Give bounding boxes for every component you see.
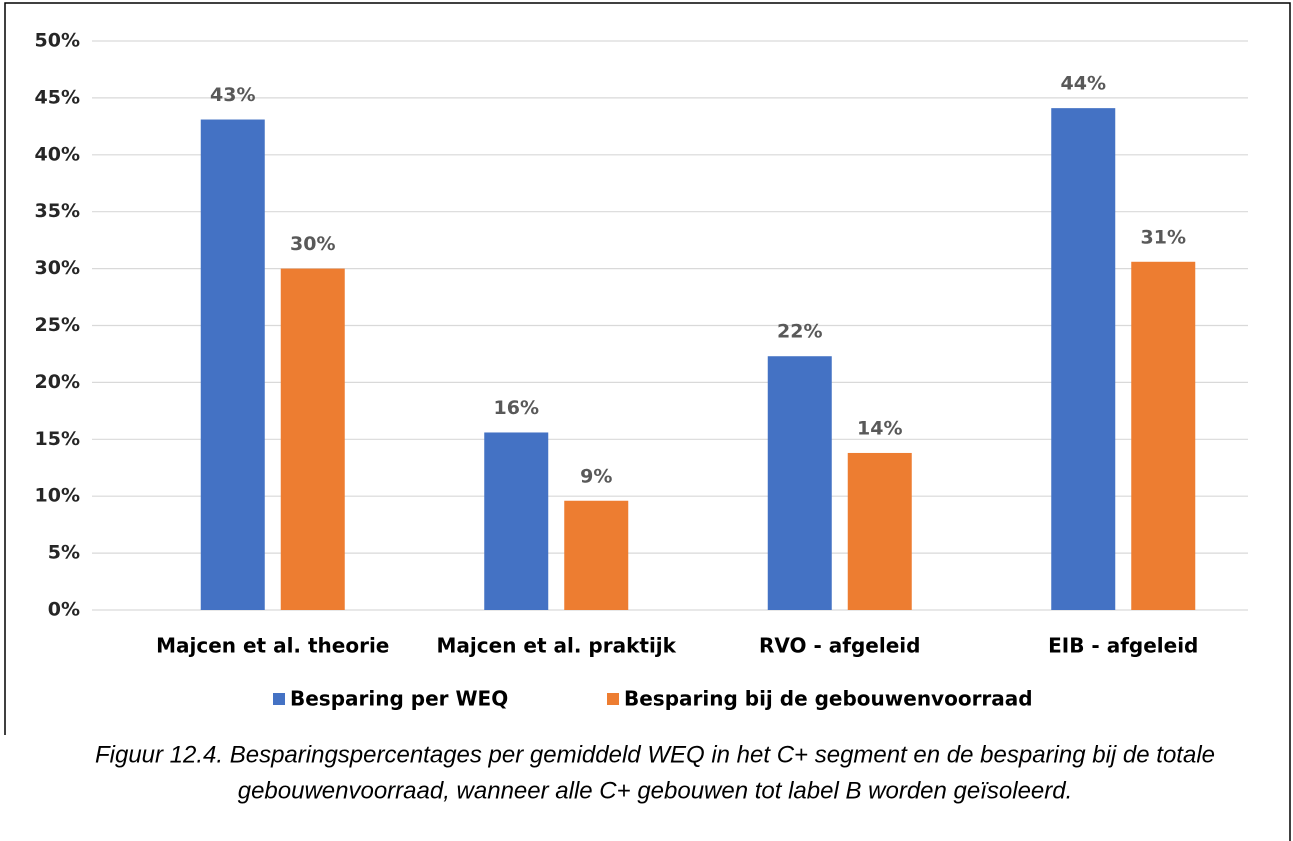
x-tick-label: Majcen et al. theorie [156, 634, 389, 658]
y-tick-label: 20% [35, 371, 80, 393]
data-label: 43% [210, 84, 255, 106]
data-label: 31% [1141, 226, 1186, 248]
caption: gebouwenvoorraad, wanneer alle C+ gebouw… [238, 777, 1073, 804]
frame [4, 2, 1291, 841]
y-tick-label: 25% [35, 314, 80, 336]
y-tick-label: 35% [35, 200, 80, 222]
bar [1051, 108, 1116, 610]
bar [1131, 261, 1196, 610]
legend-label: Besparing bij de gebouwenvoorraad [624, 687, 1033, 711]
legend-label: Besparing per WEQ [290, 687, 508, 711]
bar [484, 432, 549, 610]
y-tick-label: 10% [35, 485, 80, 507]
caption: Figuur 12.4. Besparingspercentages per g… [95, 741, 1215, 768]
data-label: 16% [494, 397, 539, 419]
data-label: 22% [777, 321, 822, 343]
data-label: 44% [1061, 73, 1106, 95]
bar [767, 356, 832, 610]
data-label: 9% [580, 465, 612, 487]
y-tick-label: 5% [48, 542, 80, 564]
x-tick-label: EIB - afgeleid [1048, 634, 1198, 658]
y-tick-label: 50% [35, 30, 80, 52]
y-tick-label: 30% [35, 257, 80, 279]
legend-swatch [273, 693, 285, 705]
bar [847, 452, 912, 610]
data-label: 30% [290, 233, 335, 255]
data-label: 14% [857, 417, 902, 439]
y-tick-label: 45% [35, 86, 80, 108]
y-tick-label: 0% [48, 599, 80, 621]
x-tick-label: Majcen et al. praktijk [437, 634, 677, 658]
bar [280, 268, 345, 610]
legend-swatch [607, 693, 619, 705]
y-tick-label: 40% [35, 143, 80, 165]
x-tick-label: RVO - afgeleid [759, 634, 920, 658]
bar [200, 119, 265, 610]
y-tick-label: 15% [35, 428, 80, 450]
bar [564, 500, 629, 610]
